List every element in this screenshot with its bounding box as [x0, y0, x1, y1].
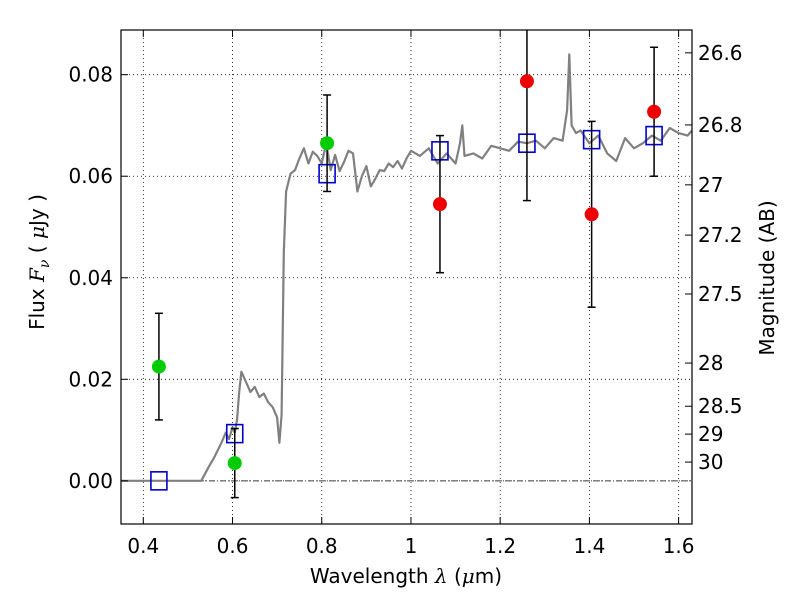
observed-flux-point — [584, 207, 599, 222]
y2-tick-label: 27 — [698, 173, 723, 197]
marker-layer — [150, 30, 663, 499]
y-tick-label: 0.00 — [68, 469, 113, 493]
y2-tick-label: 27.2 — [698, 223, 743, 247]
x-tick-label: 1.4 — [573, 534, 605, 558]
x-tick-label: 1.6 — [663, 534, 695, 558]
y-axis-title: Flux Fν ( μJy ) — [25, 194, 53, 330]
y2-tick-label: 28 — [698, 351, 723, 375]
y-tick-label: 0.06 — [68, 164, 113, 188]
y2-tick-label: 30 — [698, 450, 723, 474]
x-tick-label: 1.2 — [484, 534, 516, 558]
grid — [121, 30, 692, 524]
y2-tick-label: 27.5 — [698, 282, 743, 306]
y2-tick-label: 29 — [698, 422, 723, 446]
observed-flux-point — [320, 136, 335, 151]
y2-tick-label: 26.8 — [698, 113, 743, 137]
observed-flux-point — [151, 359, 166, 374]
sed-model-line — [121, 53, 692, 482]
data-layer — [121, 53, 692, 482]
ticks: 0.4 0.6 0.8 1 1.2 1.4 1.6 0.00 0.02 0.04 0.06 0.08 2… — [68, 30, 743, 558]
y-tick-label: 0.02 — [68, 367, 113, 391]
observed-flux-point — [647, 104, 662, 119]
y2-tick-label: 26.6 — [698, 41, 743, 65]
x-tick-label: 0.6 — [217, 534, 249, 558]
x-tick-label: 0.4 — [127, 534, 159, 558]
model-flux-marker — [150, 471, 168, 491]
x-tick-label: 0.8 — [306, 534, 338, 558]
y-tick-label: 0.08 — [68, 63, 113, 87]
x-tick-label: 1 — [405, 534, 418, 558]
y2-tick-label: 28.5 — [698, 394, 743, 418]
x-axis-title: Wavelength λ (μm) — [310, 564, 502, 588]
plot-frame — [120, 29, 693, 525]
observed-flux-point — [519, 74, 534, 89]
y-tick-label: 0.04 — [68, 266, 113, 290]
observed-flux-point — [227, 456, 242, 471]
y2-axis-title: Magnitude (AB) — [755, 200, 779, 355]
observed-flux-point — [432, 197, 447, 212]
